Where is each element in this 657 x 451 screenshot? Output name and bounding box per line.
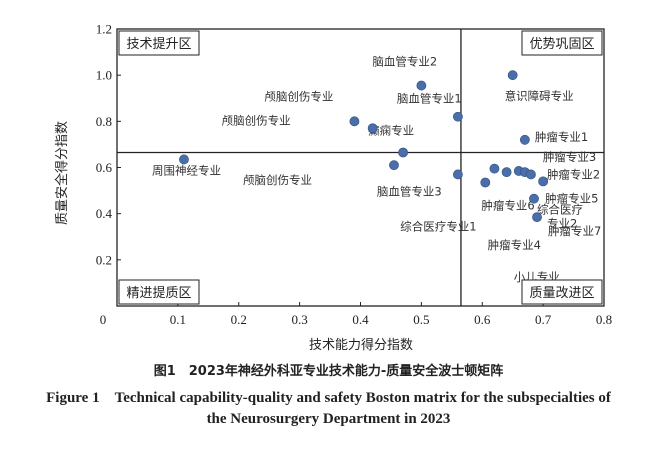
point-label-continued: 专业2	[547, 217, 577, 231]
y-tick-label: 0.6	[96, 160, 113, 175]
point-label: 肿瘤专业4	[488, 238, 541, 252]
data-point	[489, 163, 500, 174]
quadrant-label-bottom-left: 精进提质区	[126, 285, 191, 301]
data-point	[529, 193, 539, 204]
x-tick-label: 0.4	[352, 312, 369, 327]
point-label: 肿瘤专业2	[547, 167, 600, 181]
data-point	[452, 111, 463, 122]
figure-caption-english-line2: the Neurosurgery Department in 2023	[206, 411, 451, 427]
x-tick-label: 0.6	[474, 312, 491, 327]
point-label: 肿瘤专业6	[481, 199, 534, 213]
boston-matrix-chart: 0 0.1 0.2 0.3 0.4 0.5 0.6 0.7 0.8 0.2 0.4 0.6 0.8 1.0…	[54, 22, 612, 354]
point-labels: 周围神经专业颅脑创伤专业颅脑创伤专业颅脑创伤专业脑血管专业2脑血管专业1癫痫专业…	[152, 55, 601, 284]
point-label: 脑血管专业1	[397, 92, 462, 106]
y-tick-label: 0.4	[96, 206, 113, 221]
point-label: 脑血管专业3	[377, 184, 442, 198]
x-tick-label: 0.2	[231, 312, 247, 327]
data-point	[532, 212, 542, 223]
axis-ticks: 0 0.1 0.2 0.3 0.4 0.5 0.6 0.7 0.8 0.2 0.4 0.6 0.8 1.0…	[96, 22, 612, 328]
y-tick-label: 0.2	[96, 252, 112, 267]
y-tick-label: 1.2	[96, 22, 112, 37]
point-label: 颅脑创伤专业	[243, 173, 312, 187]
point-label: 综合医疗	[537, 203, 583, 217]
quadrant-label-bottom-right-box	[521, 279, 603, 305]
quadrant-label-top-right: 优势巩固区	[529, 36, 594, 52]
data-point	[452, 169, 463, 180]
data-point	[349, 116, 360, 127]
data-point	[367, 123, 378, 134]
x-tick-label: 0.1	[170, 312, 186, 327]
y-axis-title: 质量安全得分指数	[54, 121, 70, 225]
quadrant-label-top-left: 技术提升区	[126, 36, 191, 52]
data-point	[416, 80, 427, 91]
y-tick-label: 1.0	[96, 68, 112, 83]
data-point	[398, 147, 409, 158]
y-tick-label: 0.8	[96, 114, 112, 129]
data-point	[389, 160, 399, 171]
quadrant-label-top-left-box	[118, 30, 200, 56]
data-point	[480, 177, 491, 188]
point-label: 肿瘤专业3	[543, 150, 596, 164]
point-label: 癫痫专业	[368, 123, 414, 137]
data-point	[519, 134, 530, 145]
point-label: 颅脑创伤专业	[264, 89, 333, 103]
quadrant-label-bottom-right: 质量改进区	[529, 286, 594, 301]
figure-caption-chinese: 图1 2023年神经外科亚专业技术能力-质量安全波士顿矩阵	[153, 364, 504, 379]
x-tick-label: 0	[100, 312, 107, 327]
data-point	[538, 176, 549, 187]
x-tick-label: 0.3	[292, 312, 308, 327]
point-label: 周围神经专业	[152, 163, 221, 177]
x-axis-title: 技术能力得分指数	[309, 337, 413, 353]
point-label: 肿瘤专业7	[548, 224, 601, 238]
x-tick-label: 0.8	[596, 312, 612, 327]
point-label: 肿瘤专业5	[545, 191, 598, 205]
point-label: 综合医疗专业1	[400, 220, 476, 234]
point-label: 颅脑创伤专业	[222, 113, 291, 127]
data-point	[526, 169, 536, 180]
point-label: 意识障碍专业	[505, 89, 574, 103]
point-label: 脑血管专业2	[372, 55, 437, 69]
quadrant-label-top-right-box	[521, 30, 603, 56]
data-points	[179, 70, 549, 223]
x-tick-label: 0.7	[535, 312, 552, 327]
data-point	[179, 154, 189, 165]
point-label: 肿瘤专业1	[535, 130, 588, 144]
figure-caption-english-line1: Figure 1 Technical capability-quality an…	[46, 390, 611, 406]
x-tick-label: 0.5	[413, 312, 429, 327]
data-point	[501, 167, 512, 178]
quadrant-label-bottom-left-box	[118, 279, 200, 305]
data-point	[507, 70, 518, 81]
